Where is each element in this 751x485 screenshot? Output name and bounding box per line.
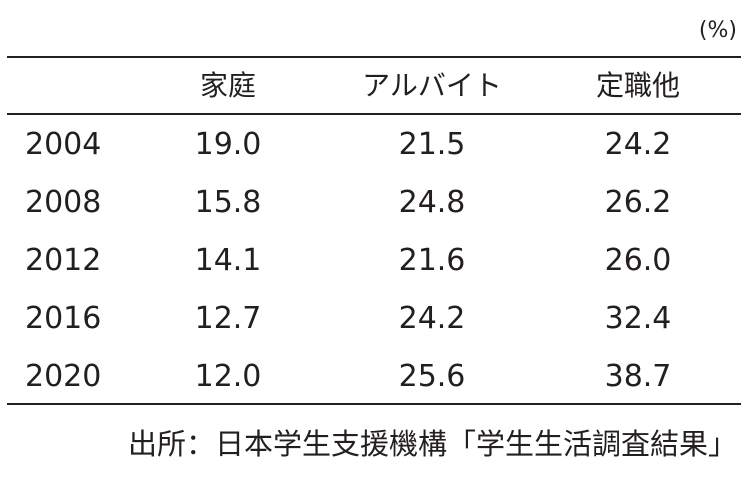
unit-label: (%) [698,18,737,43]
table-cell: 14.1 [194,243,262,278]
table-cell: 38.7 [604,359,672,394]
header-rule [7,113,741,115]
table-cell: 26.2 [604,185,672,220]
row-year: 2020 [25,359,102,394]
column-header: 家庭 [199,69,257,102]
table-cell: 32.4 [604,301,672,336]
table-cell: 12.7 [194,301,262,336]
column-header: 定職他 [595,69,681,102]
table-cell: 15.8 [194,185,262,220]
source-note: 出所：日本学生支援機構「学生生活調査結果」 [127,427,737,461]
row-year: 2008 [25,185,102,220]
table-cell: 25.6 [398,359,466,394]
bottom-rule [7,403,741,405]
row-year: 2016 [25,301,102,336]
table-cell: 21.6 [398,243,466,278]
top-rule [7,56,741,58]
table-cell: 19.0 [194,127,262,162]
column-header: アルバイト [362,69,502,102]
table-cell: 24.2 [398,301,466,336]
table-cell: 12.0 [194,359,262,394]
row-year: 2004 [25,127,102,162]
table-cell: 24.2 [604,127,672,162]
row-year: 2012 [25,243,102,278]
table-cell: 21.5 [398,127,466,162]
table-cell: 24.8 [398,185,466,220]
table-cell: 26.0 [604,243,672,278]
